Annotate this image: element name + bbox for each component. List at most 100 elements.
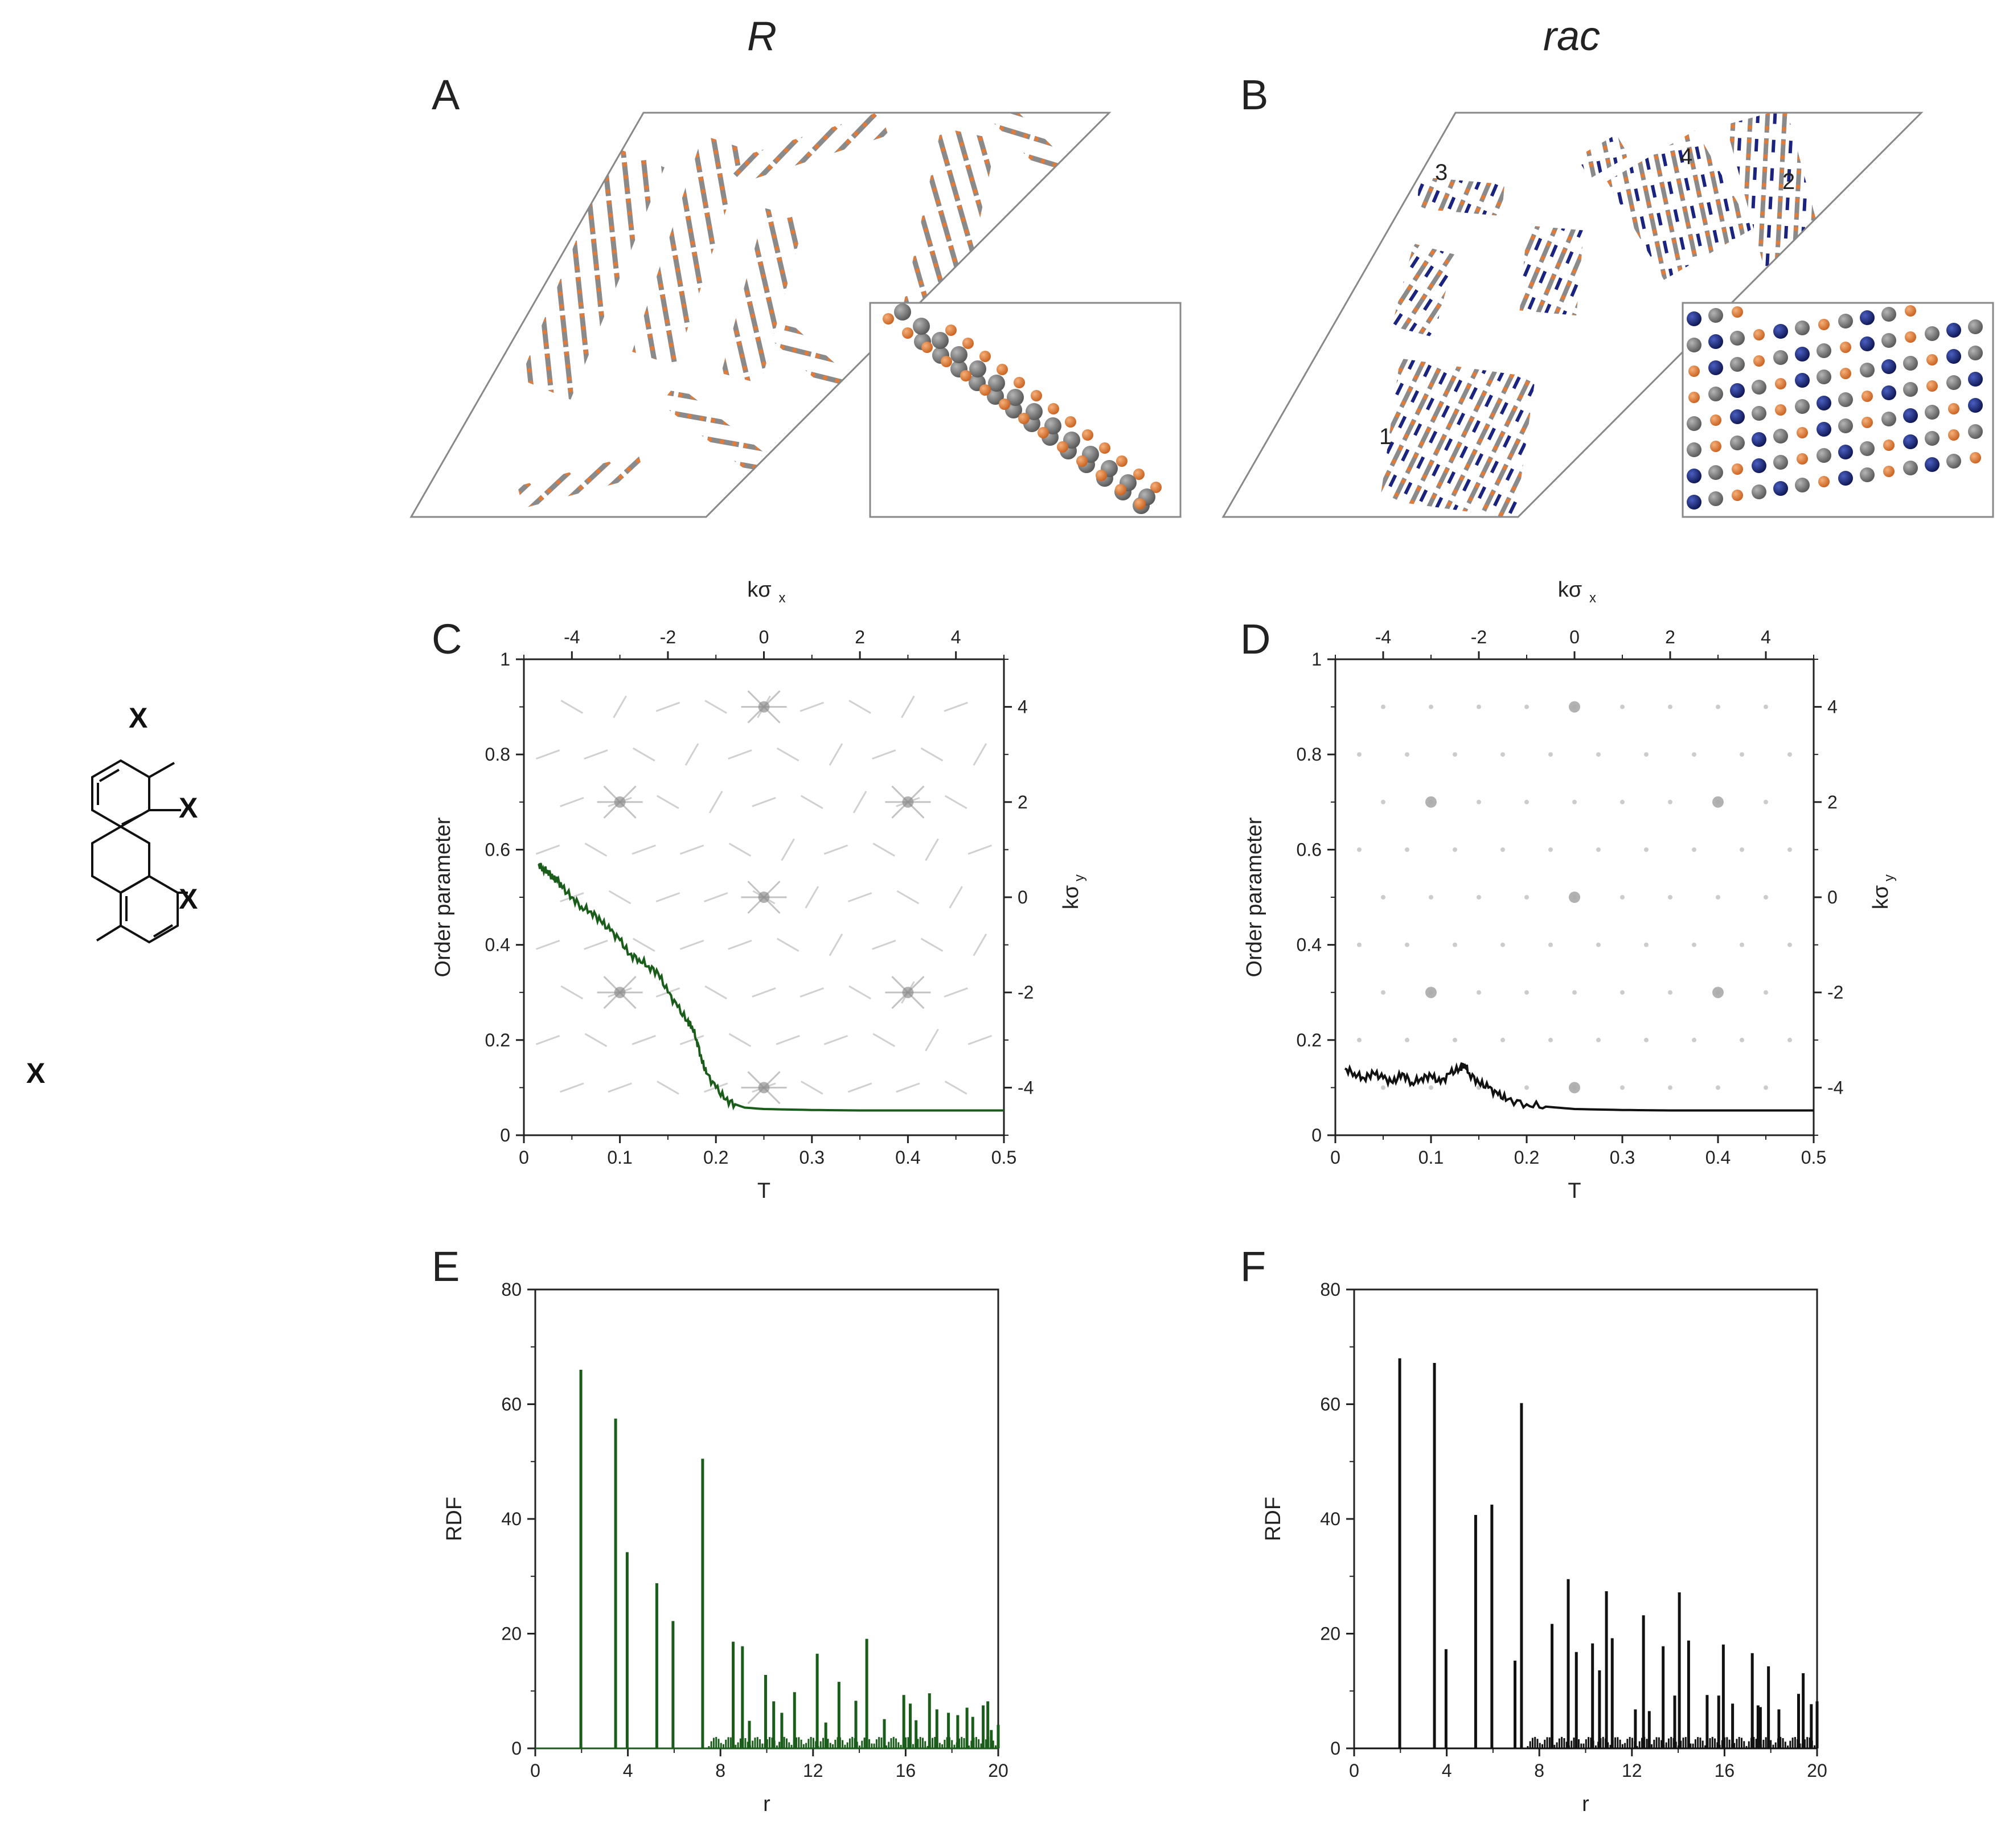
y-tick-label: 40: [1320, 1509, 1340, 1529]
atom-gray: [969, 360, 986, 377]
atom-orange: [1133, 469, 1145, 480]
atom-gray: [1903, 461, 1918, 475]
y-axis-label: RDF: [1261, 1497, 1285, 1541]
atom-gray: [1968, 424, 1983, 439]
diffraction-spot: [1787, 942, 1792, 947]
diffraction-spot: [1429, 704, 1433, 709]
atom-gray: [1881, 307, 1896, 322]
diffraction-spot: [1596, 752, 1601, 757]
atom-gray: [1752, 380, 1766, 395]
atom-orange: [962, 338, 974, 349]
diffraction-streak: [535, 939, 560, 950]
diffraction-spot: [1429, 799, 1433, 804]
diffraction-streak: [584, 939, 608, 950]
diffraction-streak: [925, 1028, 939, 1052]
diffraction-streak: [800, 1081, 823, 1095]
rod-cluster: [1519, 225, 1584, 316]
substituent-x: X: [129, 702, 147, 734]
diffraction-streak: [896, 796, 920, 807]
diffraction-streak: [896, 1082, 920, 1093]
diffraction-streak: [679, 939, 704, 950]
diffraction-streak: [657, 1081, 679, 1095]
inset-b-zoom: [1687, 305, 1983, 510]
diffraction-streak: [679, 1034, 704, 1045]
atom-orange: [960, 370, 971, 381]
diffraction-streak: [967, 844, 993, 855]
diffraction-streak: [852, 790, 867, 814]
diffraction-spot: [1500, 942, 1505, 947]
atom-blue: [1773, 324, 1788, 339]
atom-blue: [1730, 383, 1745, 398]
rdf-noise: [1527, 1736, 1818, 1748]
diffraction-streak: [776, 1034, 800, 1045]
atom-gray: [1730, 357, 1745, 372]
chart-order-parameter-r: 0 0.1 0.2 0.3 0.4 0.5 0 0.2 0.4 0.6 0.8 1 -4 -2 0 2 4 -4 -…: [431, 578, 1087, 1203]
diffraction-streak: [728, 939, 752, 950]
diffraction-spot: [1381, 990, 1385, 995]
atom-orange: [941, 356, 952, 367]
diffraction-streak: [872, 939, 896, 950]
y-tick-label: 0.6: [485, 839, 510, 860]
diffraction-spot: [1596, 847, 1601, 852]
diffraction-spot: [1620, 1085, 1625, 1090]
atom-gray: [987, 388, 1004, 405]
y-tick-label: 0.2: [1297, 1030, 1322, 1050]
diffraction-streak: [747, 690, 781, 724]
diffraction-spot: [1453, 942, 1457, 947]
atom-gray: [1795, 321, 1810, 335]
diffraction-spot: [1500, 847, 1505, 852]
atom-orange: [1753, 355, 1765, 367]
diffraction-spot: [1477, 895, 1481, 900]
atom-gray: [1795, 399, 1810, 414]
diffraction-streak: [728, 843, 752, 857]
atom-gray: [1968, 346, 1983, 360]
diffraction-streak: [805, 886, 819, 909]
x-tick-label: 0: [519, 1147, 529, 1168]
y-tick-label: 0: [511, 1738, 522, 1759]
substituent-x: X: [179, 883, 198, 915]
atom-gray: [988, 375, 1005, 392]
atom-gray: [1687, 338, 1701, 352]
diffraction-spot: [1429, 1085, 1433, 1090]
atom-orange: [1082, 429, 1093, 441]
diffraction-streak: [632, 844, 656, 855]
right-tick-label: -2: [1018, 982, 1034, 1003]
atom-blue: [1773, 481, 1788, 496]
diffraction-streak: [747, 1071, 781, 1104]
diffraction-spot: [1620, 799, 1625, 804]
diffraction-spot: [1524, 799, 1529, 804]
diffraction-streak: [708, 790, 723, 814]
diffraction-spot: [1405, 1037, 1409, 1042]
diffraction-spot: [1453, 1037, 1457, 1042]
diffraction-streak: [944, 1081, 967, 1095]
atom-orange: [1840, 342, 1851, 353]
diffraction-spot: [1716, 799, 1720, 804]
x-tick-label: 8: [715, 1760, 725, 1781]
rod-cluster: [517, 454, 645, 508]
y-tick-label: 60: [501, 1394, 522, 1415]
diffraction-spot: [1764, 799, 1768, 804]
x-tick-label: 0.4: [1705, 1147, 1731, 1168]
diffraction-spot: [1620, 990, 1625, 995]
atom-orange: [1862, 417, 1873, 428]
atom-gray: [1708, 308, 1723, 323]
diffraction-streak: [632, 938, 655, 952]
diffraction-spot: [1548, 1037, 1553, 1042]
atom-gray: [1817, 369, 1831, 384]
rod-cluster: [1725, 113, 1828, 279]
diffraction-streak: [704, 985, 728, 1000]
diffraction-pattern: [535, 690, 993, 1104]
y-tick-label: 80: [501, 1279, 522, 1300]
y-tick-label: 60: [1320, 1394, 1340, 1415]
atom-orange: [1797, 427, 1808, 438]
diffraction-streak: [704, 892, 728, 902]
x-axis-label: r: [1582, 1792, 1589, 1816]
top-tick-label: 2: [1665, 627, 1675, 647]
top-tick-label: 4: [1761, 627, 1771, 647]
atom-orange: [1926, 380, 1938, 392]
diffraction-spot: [1787, 847, 1792, 852]
rod-cluster: [729, 113, 888, 185]
x-tick-label: 0.2: [703, 1147, 728, 1168]
atom-orange: [979, 351, 991, 362]
diffraction-streak: [560, 1082, 584, 1093]
